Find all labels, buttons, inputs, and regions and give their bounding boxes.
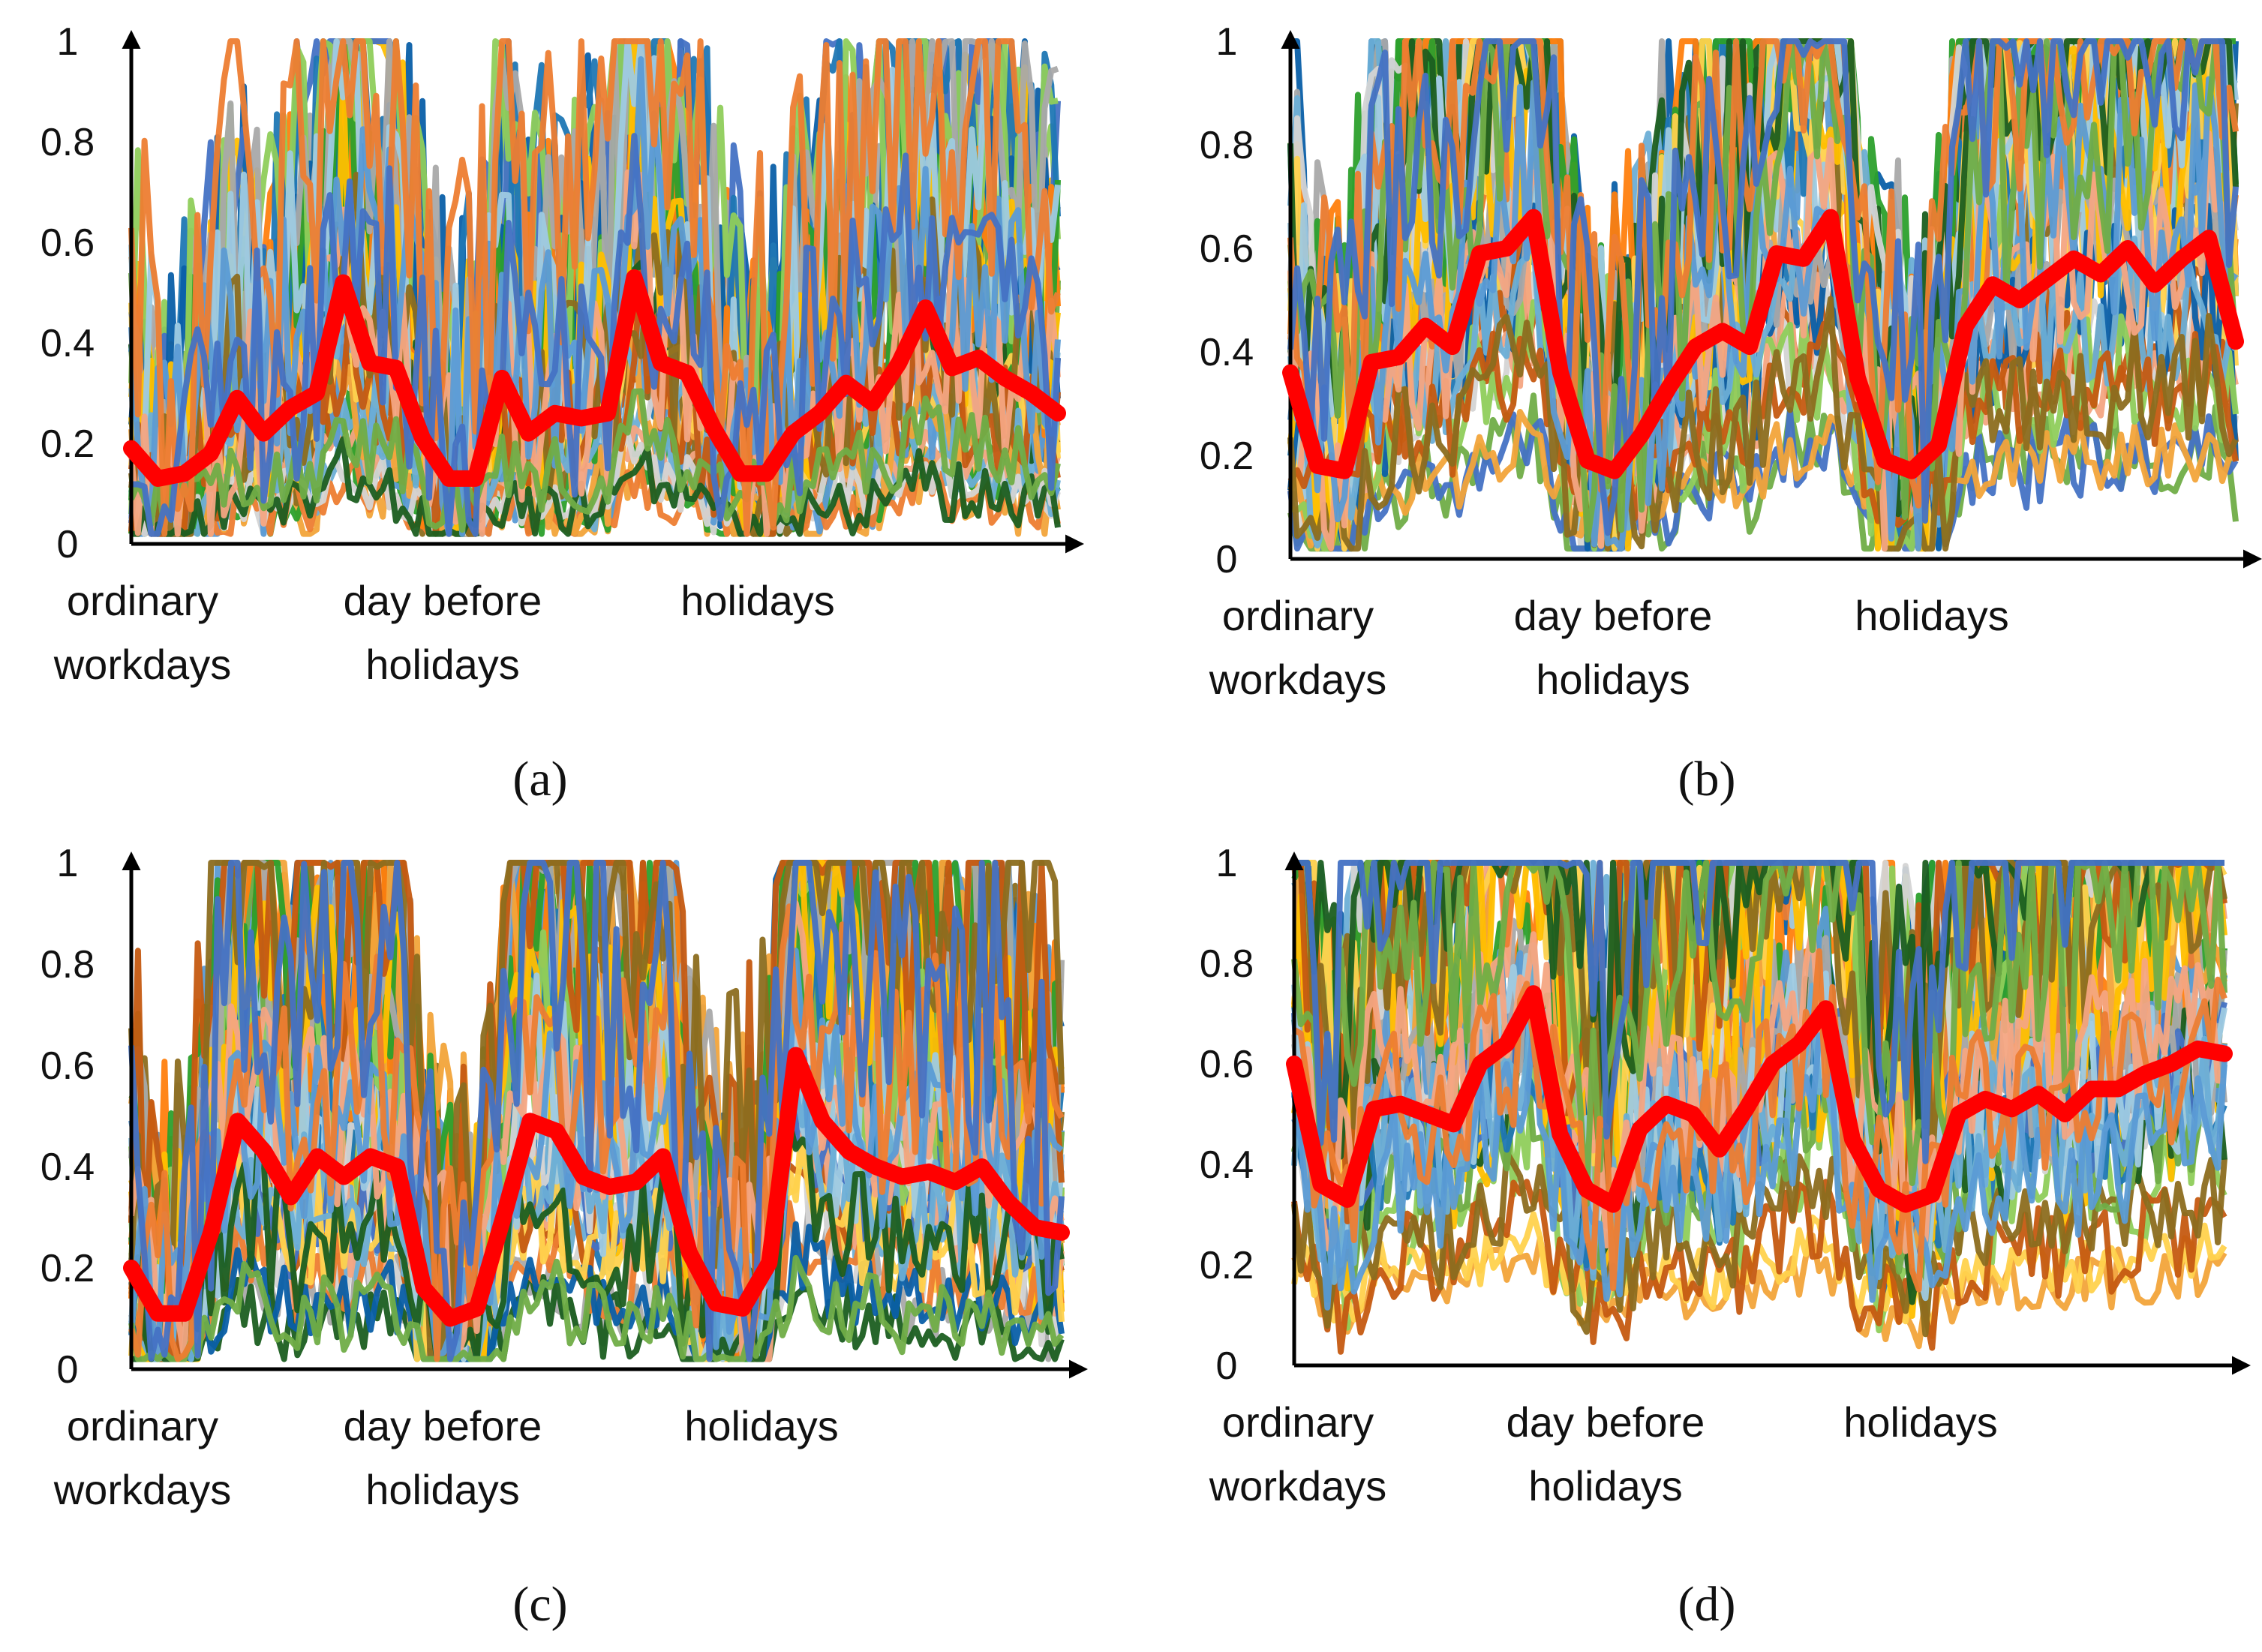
y-tick-label: 1 <box>1216 842 1238 885</box>
y-ticks: 0 0.2 0.4 0.6 0.8 1 <box>41 842 95 1392</box>
category-label-3: holidays <box>1855 592 2008 639</box>
panel-b: 0 0.2 0.4 0.6 0.8 1 ordinary workdays day bef… <box>1200 20 2262 806</box>
background-series <box>1287 38 2239 536</box>
category-label-1a: ordinary <box>67 1402 218 1449</box>
y-tick-label: 0.6 <box>41 221 95 265</box>
y-tick-label: 0.8 <box>41 121 95 164</box>
mean-line <box>123 269 1066 487</box>
background-series <box>128 56 1061 537</box>
category-label-1b: workdays <box>53 1466 232 1513</box>
background-series <box>128 38 1061 537</box>
y-tick-label: 1 <box>57 20 79 64</box>
background-series <box>128 1118 1065 1362</box>
background-series <box>1291 925 2225 1254</box>
category-label-2a: day before <box>1506 1398 1705 1446</box>
category-label-3: holidays <box>680 577 834 624</box>
panel-d: 0 0.2 0.4 0.6 0.8 1 ordinary workdays day bef… <box>1200 842 2251 1632</box>
y-tick-label: 1 <box>57 842 79 885</box>
mean-line <box>123 1047 1070 1327</box>
background-series <box>128 388 1061 533</box>
background-series <box>1291 1232 2227 1350</box>
panel-a: 0 0.2 0.4 0.6 0.8 1 ordinary workdays day bef… <box>41 20 1084 806</box>
y-tick-label: 0.4 <box>41 322 95 365</box>
background-series <box>1291 1020 2227 1311</box>
category-label-2b: holidays <box>1528 1462 1682 1509</box>
panel-c: 0 0.2 0.4 0.6 0.8 1 ordinary workdays day bef… <box>41 842 1088 1632</box>
panel-caption: (a) <box>512 752 567 806</box>
mean-line <box>1286 985 2233 1213</box>
category-label-1b: workdays <box>1209 656 1387 703</box>
category-label-2a: day before <box>344 1402 542 1449</box>
y-tick-label: 0.4 <box>1200 331 1254 374</box>
panel-caption: (b) <box>1678 752 1736 806</box>
y-ticks: 0 0.2 0.4 0.6 0.8 1 <box>1200 842 1254 1388</box>
category-label-1b: workdays <box>1209 1462 1387 1509</box>
y-tick-label: 0.2 <box>1200 434 1254 478</box>
y-tick-label: 0 <box>1216 538 1238 581</box>
category-label-2b: holidays <box>365 1466 519 1513</box>
background-series <box>1287 296 2239 552</box>
background-series <box>128 1254 1065 1362</box>
category-label-3: holidays <box>684 1402 838 1449</box>
background-series <box>131 436 1061 537</box>
y-tick-label: 1 <box>1216 20 1238 64</box>
background-series <box>131 133 1061 537</box>
category-label-1a: ordinary <box>1222 1398 1374 1446</box>
y-tick-label: 0.8 <box>1200 124 1254 167</box>
category-label-2a: day before <box>344 577 542 624</box>
background-series <box>1292 948 2227 1293</box>
y-tick-label: 0 <box>57 1348 79 1392</box>
category-label-2b: holidays <box>1536 656 1690 703</box>
background-series <box>128 1221 1065 1362</box>
background-lines <box>1287 38 2239 552</box>
category-label-3: holidays <box>1843 1398 1997 1446</box>
y-tick-label: 0.2 <box>41 422 95 466</box>
y-tick-label: 0 <box>57 523 79 566</box>
y-tick-label: 0.4 <box>1200 1143 1254 1187</box>
y-tick-label: 0.8 <box>1200 942 1254 986</box>
background-lines <box>128 860 1065 1362</box>
y-tick-label: 0.6 <box>1200 227 1254 271</box>
category-label-1b: workdays <box>53 641 232 688</box>
background-series <box>1294 860 2224 1164</box>
y-tick-label: 0.4 <box>41 1146 95 1189</box>
y-tick-label: 0.6 <box>1200 1043 1254 1086</box>
y-ticks: 0 0.2 0.4 0.6 0.8 1 <box>1200 20 1254 581</box>
y-tick-label: 0 <box>1216 1344 1238 1388</box>
background-series <box>128 903 1065 1362</box>
panel-caption: (d) <box>1678 1577 1736 1632</box>
background-lines <box>128 38 1061 537</box>
y-tick-label: 0.8 <box>41 943 95 987</box>
y-tick-label: 0.2 <box>41 1247 95 1290</box>
category-label-2a: day before <box>1514 592 1713 639</box>
category-label-2b: holidays <box>365 641 519 688</box>
background-lines <box>1291 860 2227 1355</box>
background-series <box>128 860 1065 1362</box>
category-label-1a: ordinary <box>67 577 218 624</box>
y-ticks: 0 0.2 0.4 0.6 0.8 1 <box>41 20 95 566</box>
y-tick-label: 0.2 <box>1200 1244 1254 1287</box>
panel-caption: (c) <box>512 1577 567 1632</box>
category-label-1a: ordinary <box>1222 592 1374 639</box>
mean-line <box>1282 209 2244 479</box>
y-tick-label: 0.6 <box>41 1044 95 1088</box>
